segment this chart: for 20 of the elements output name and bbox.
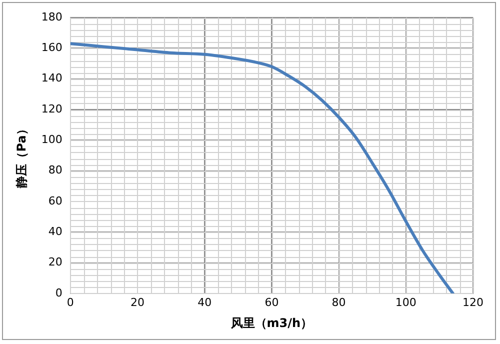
y-tick-label: 40 bbox=[48, 224, 62, 238]
y-tick-label: 180 bbox=[41, 10, 62, 24]
x-tick-label: 60 bbox=[264, 296, 279, 309]
x-tick-label: 100 bbox=[395, 296, 416, 309]
x-tick-label: 40 bbox=[198, 296, 212, 309]
line-series bbox=[70, 42, 454, 294]
x-axis-title: 风里（m3/h） bbox=[230, 316, 313, 330]
y-tick-label: 100 bbox=[41, 133, 62, 146]
y-axis-title: 静压（Pa） bbox=[14, 123, 28, 189]
x-tick-label: 120 bbox=[462, 296, 484, 309]
x-tick-label: 0 bbox=[66, 296, 74, 309]
y-tick-label: 60 bbox=[48, 194, 62, 208]
y-tick-label: 80 bbox=[48, 164, 62, 177]
x-tick-label: 20 bbox=[130, 296, 144, 309]
y-tick-label: 160 bbox=[41, 41, 62, 54]
y-tick-label: 140 bbox=[41, 72, 62, 85]
x-tick-label: 80 bbox=[332, 296, 346, 309]
y-tick-label: 120 bbox=[41, 102, 62, 116]
y-tick-label: 20 bbox=[48, 256, 62, 269]
y-tick-label: 0 bbox=[55, 286, 62, 300]
